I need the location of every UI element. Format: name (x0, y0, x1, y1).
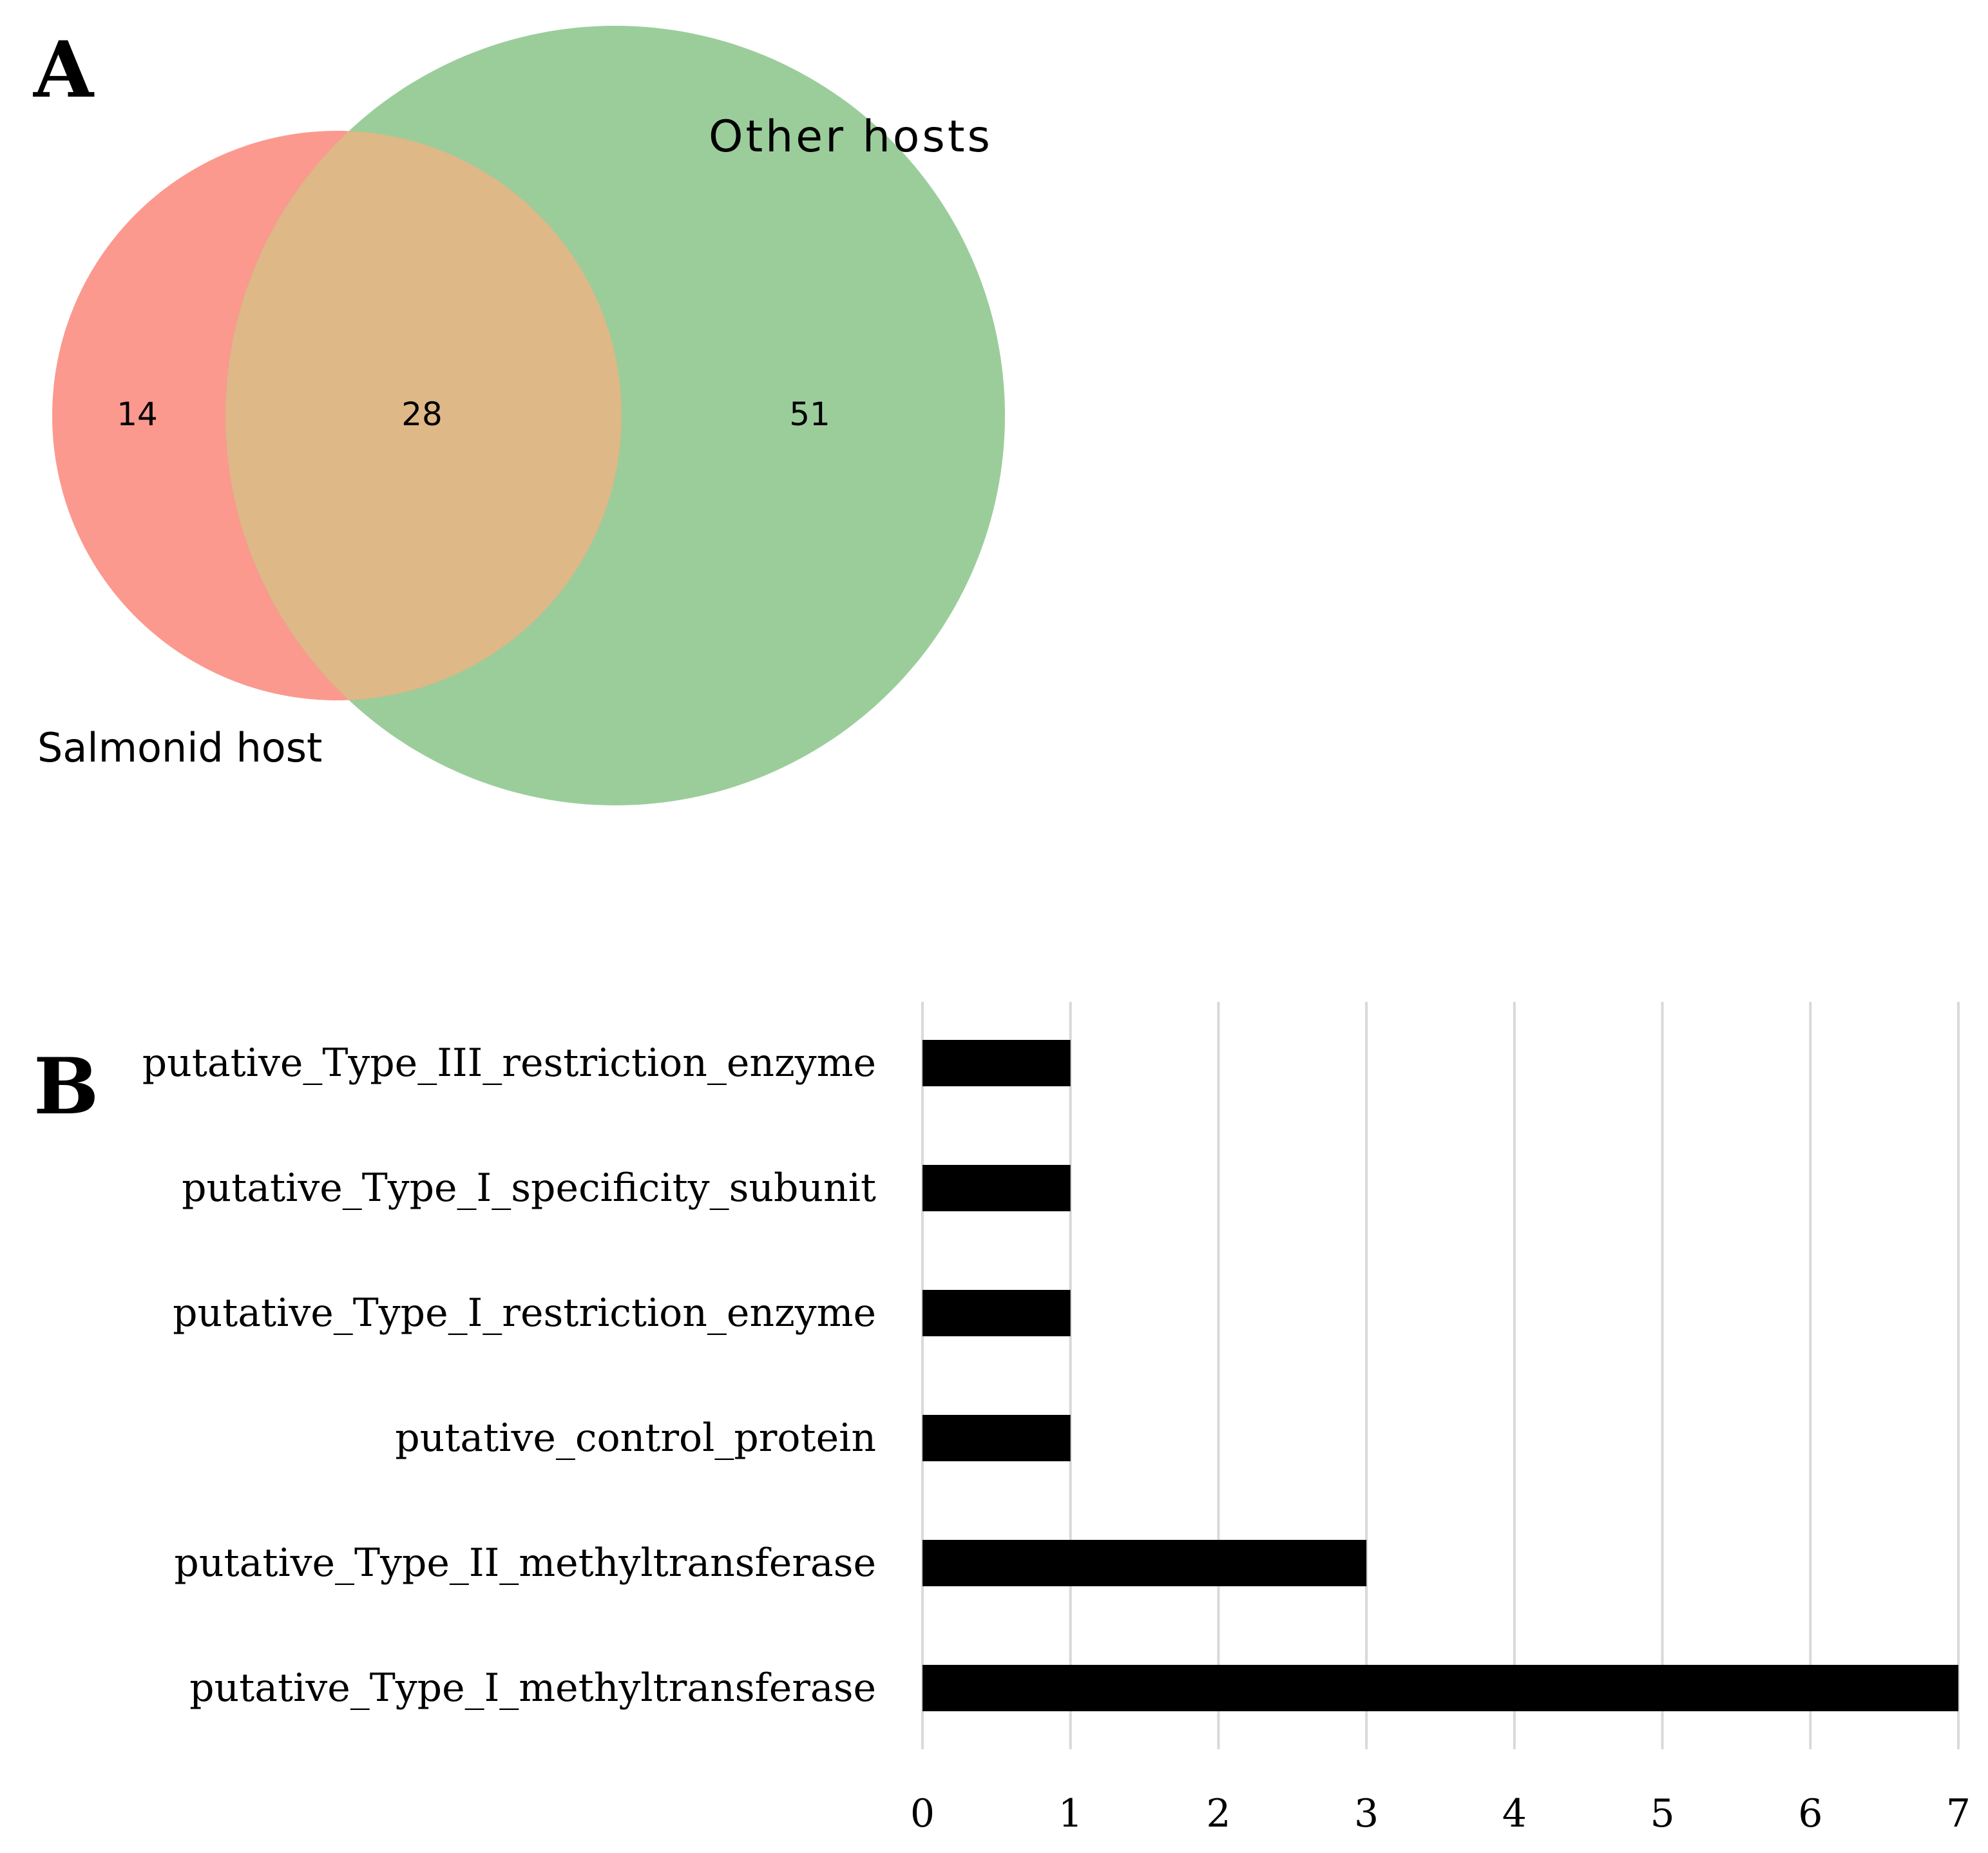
venn-count-other-only: 51 (789, 396, 830, 433)
gridlines (921, 1002, 1960, 1749)
panel-a-letter: A (33, 24, 95, 115)
x-tick-label: 6 (1798, 1791, 1822, 1836)
venn-label-other: Other hosts (709, 111, 993, 162)
bar (922, 1165, 1071, 1211)
category-label: putative_control_protein (395, 1416, 876, 1461)
bar (922, 1540, 1367, 1586)
x-tick-label: 4 (1502, 1791, 1527, 1836)
bar-chart-panel: B putative_Type_III_restriction_enzymepu… (33, 1002, 1971, 1836)
bars (922, 1040, 1958, 1711)
x-tick-labels: 0 1 2 3 4 5 6 7 (910, 1791, 1971, 1836)
category-label: putative_Type_I_specificity_subunit (182, 1166, 876, 1211)
x-tick-label: 0 (910, 1791, 935, 1836)
bar (922, 1040, 1071, 1086)
category-label: putative_Type_II_methyltransferase (174, 1541, 876, 1586)
category-label: putative_Type_I_restriction_enzyme (173, 1291, 876, 1336)
category-label: putative_Type_III_restriction_enzyme (142, 1041, 876, 1086)
panel-b-letter: B (33, 1041, 99, 1132)
venn-count-salmonid-only: 14 (117, 396, 158, 433)
category-labels: putative_Type_III_restriction_enzymeputa… (142, 1041, 876, 1711)
bar (922, 1290, 1071, 1336)
venn-count-overlap: 28 (401, 396, 443, 433)
category-label: putative_Type_I_methyltransferase (189, 1666, 876, 1711)
bar (922, 1665, 1958, 1711)
x-tick-label: 5 (1650, 1791, 1674, 1836)
x-tick-label: 3 (1354, 1791, 1379, 1836)
venn-overlap-region (225, 131, 622, 700)
bar (922, 1415, 1071, 1461)
x-tick-label: 2 (1206, 1791, 1230, 1836)
x-tick-label: 7 (1946, 1791, 1971, 1836)
venn-label-salmonid: Salmonid host (37, 724, 322, 771)
venn-panel: A Other hosts Salmonid host 14 28 51 (33, 24, 1005, 805)
x-tick-label: 1 (1058, 1791, 1083, 1836)
